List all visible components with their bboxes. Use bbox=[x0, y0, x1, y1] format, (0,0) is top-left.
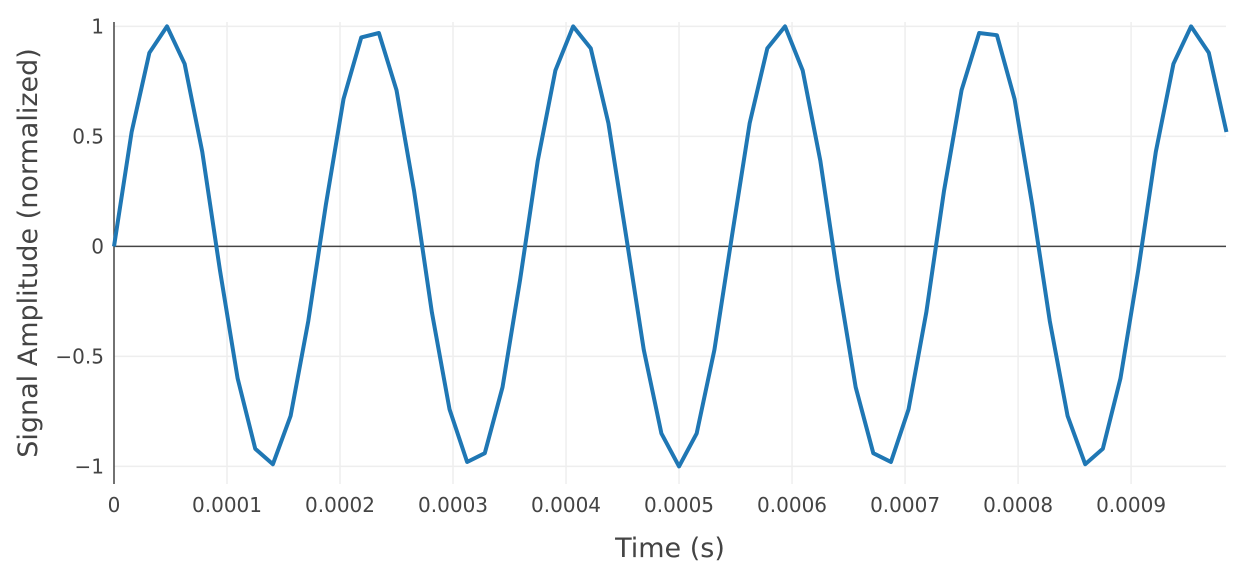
y-tick-label-1: 0.5 bbox=[72, 124, 104, 148]
grid-lines bbox=[114, 22, 1226, 484]
y-tick-label-2: 0 bbox=[91, 234, 104, 258]
x-tick-label-5: 0.0005 bbox=[644, 493, 714, 517]
axes bbox=[113, 22, 1226, 484]
tick-labels: 0 0.0001 0.0002 0.0003 0.0004 0.0005 0.0006 0.0… bbox=[55, 14, 1166, 517]
series-line-0 bbox=[112, 24, 1229, 469]
x-tick-label-7: 0.0007 bbox=[870, 493, 940, 517]
x-tick-label-3: 0.0003 bbox=[418, 493, 488, 517]
y-tick-label-3: −0.5 bbox=[55, 344, 104, 368]
x-tick-label-6: 0.0006 bbox=[757, 493, 827, 517]
x-tick-label-8: 0.0008 bbox=[983, 493, 1053, 517]
series-layer bbox=[112, 24, 1229, 469]
x-tick-label-4: 0.0004 bbox=[531, 493, 601, 517]
y-tick-label-0: 1 bbox=[91, 14, 104, 38]
x-tick-label-9: 0.0009 bbox=[1096, 493, 1166, 517]
x-tick-label-2: 0.0002 bbox=[305, 493, 375, 517]
x-axis-title: Time (s) bbox=[614, 533, 725, 564]
y-axis-title: Signal Amplitude (normalized) bbox=[13, 48, 44, 458]
x-tick-label-0: 0 bbox=[108, 493, 121, 517]
y-tick-label-4: −1 bbox=[75, 454, 104, 478]
x-tick-label-1: 0.0001 bbox=[192, 493, 262, 517]
